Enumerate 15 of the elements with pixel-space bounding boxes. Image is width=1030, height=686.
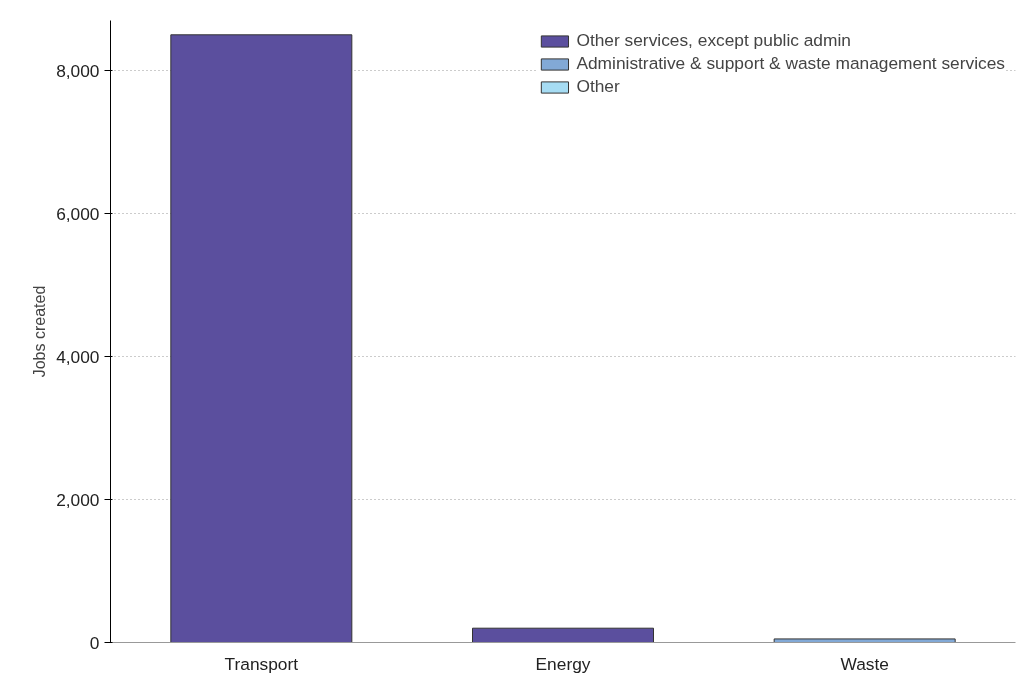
y-tick-label: 6,000 — [56, 203, 100, 224]
y-tick-label: 2,000 — [56, 489, 100, 510]
legend-label: Administrative & support & waste management services — [576, 53, 1005, 74]
bar — [773, 638, 956, 643]
y-axis-title: Jobs created — [31, 285, 49, 378]
x-tick-label: Waste — [840, 653, 889, 674]
legend-label: Other services, except public admin — [576, 30, 851, 51]
x-tick-label: Energy — [535, 653, 591, 674]
bar — [170, 34, 353, 643]
y-tick-label: 4,000 — [56, 346, 100, 367]
y-tick-label: 8,000 — [56, 60, 100, 81]
x-tick-label: Transport — [224, 653, 299, 674]
y-tick-label: 0 — [89, 632, 100, 653]
bar — [472, 627, 654, 643]
legend-label: Other — [576, 76, 620, 97]
